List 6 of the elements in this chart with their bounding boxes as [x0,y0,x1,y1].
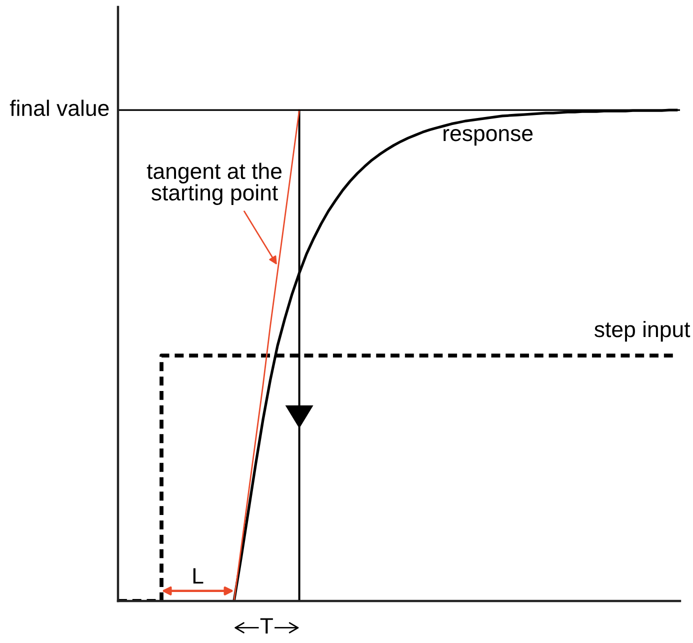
text: T [260,618,273,634]
series-label: step input [594,320,690,342]
annotation: L [193,568,204,584]
series-label: response [444,129,533,146]
series-label: tangent at the starting point [146,162,282,205]
ref-line-label: final value [10,100,109,116]
